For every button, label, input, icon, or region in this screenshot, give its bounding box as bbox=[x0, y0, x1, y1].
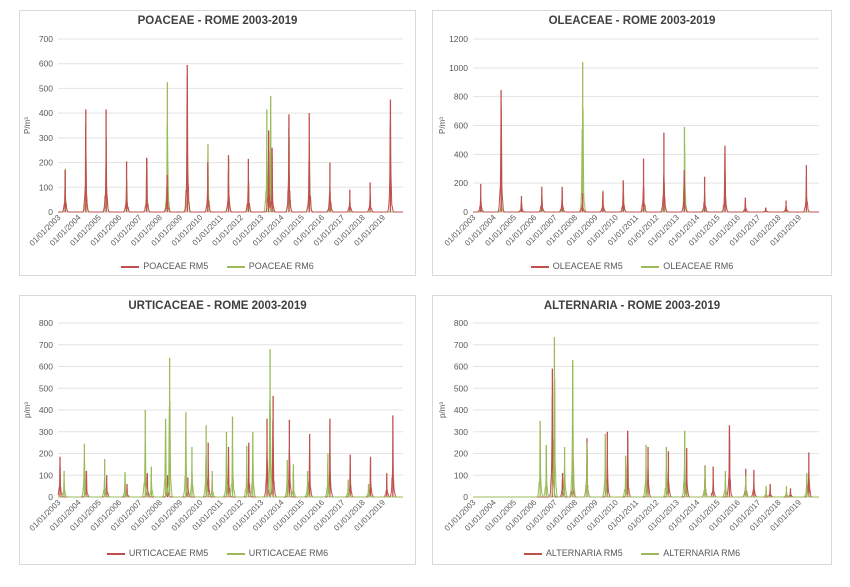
y-tick-label: 600 bbox=[454, 121, 468, 131]
series-line bbox=[57, 115, 404, 213]
legend-swatch-rm6 bbox=[641, 552, 660, 555]
chart-oleaceae: OLEACEAE - ROME 2003-2019 0 200 400 600 800 1… bbox=[432, 10, 832, 276]
series-line bbox=[57, 74, 404, 213]
y-tick-label: 500 bbox=[39, 83, 53, 93]
plot-area: 0100200300400500600700800p/m³01/01/20030… bbox=[438, 318, 820, 533]
y-tick-label: 800 bbox=[454, 318, 468, 328]
legend-label-rm6: URTICACEAE RM6 bbox=[248, 548, 329, 558]
plot-area: 020040060080010001200P/m³01/01/200301/01… bbox=[438, 34, 820, 248]
y-axis-label: P/m³ bbox=[23, 117, 32, 134]
legend-item-rm5: URTICACEAE RM5 bbox=[106, 548, 209, 558]
chart-alternaria: ALTERNARIA - ROME 2003-2019 0 100 200 300 40… bbox=[432, 295, 832, 565]
legend-label-rm6: OLEACEAE RM6 bbox=[663, 261, 734, 271]
y-tick-label: 200 bbox=[39, 449, 53, 459]
y-tick-label: 200 bbox=[454, 449, 468, 459]
chart-urticaceae: URTICACEAE - ROME 2003-2019 0 100 200 300 40… bbox=[19, 295, 416, 565]
legend: OLEACEAE RM5 OLEACEAE RM6 bbox=[433, 261, 831, 271]
legend-item-rm5: ALTERNARIA RM5 bbox=[523, 548, 623, 558]
legend: POACEAE RM5 POACEAE RM6 bbox=[20, 261, 415, 271]
y-tick-label: 200 bbox=[39, 158, 53, 168]
legend-swatch-rm5 bbox=[121, 265, 140, 268]
y-tick-label: 400 bbox=[454, 149, 468, 159]
y-tick-label: 400 bbox=[454, 405, 468, 415]
legend: URTICACEAE RM5 URTICACEAE RM6 bbox=[20, 548, 415, 558]
legend-label-rm5: URTICACEAE RM5 bbox=[128, 548, 209, 558]
plot-area: 0100200300400500600700800p/m³01/01/20030… bbox=[23, 318, 404, 533]
y-tick-label: 200 bbox=[454, 178, 468, 188]
legend-label-rm5: ALTERNARIA RM5 bbox=[545, 548, 623, 558]
y-tick-label: 500 bbox=[39, 383, 53, 393]
y-tick-label: 400 bbox=[39, 108, 53, 118]
y-tick-label: 0 bbox=[463, 207, 468, 217]
legend-label-rm5: POACEAE RM5 bbox=[143, 261, 209, 271]
chart-title: ALTERNARIA - ROME 2003-2019 bbox=[543, 300, 721, 312]
chart-title: URTICACEAE - ROME 2003-2019 bbox=[128, 300, 307, 312]
y-tick-label: 600 bbox=[454, 362, 468, 372]
legend: ALTERNARIA RM5 ALTERNARIA RM6 bbox=[433, 548, 831, 558]
y-tick-label: 800 bbox=[454, 92, 468, 102]
legend-swatch-rm5 bbox=[106, 552, 125, 555]
y-tick-label: 0 bbox=[48, 207, 53, 217]
y-tick-label: 1200 bbox=[449, 34, 468, 44]
y-tick-label: 100 bbox=[454, 470, 468, 480]
legend-swatch-rm5 bbox=[530, 265, 549, 268]
legend-item-rm5: OLEACEAE RM5 bbox=[530, 261, 623, 271]
legend-item-rm6: POACEAE RM6 bbox=[226, 261, 314, 271]
y-tick-label: 800 bbox=[39, 318, 53, 328]
plot-area: 0100200300400500600700P/m³01/01/200301/0… bbox=[23, 34, 404, 248]
y-tick-label: 600 bbox=[39, 362, 53, 372]
y-tick-label: 300 bbox=[454, 427, 468, 437]
y-axis-label: P/m³ bbox=[438, 117, 447, 134]
chart-poaceae: POACEAE - ROME 2003-2019 0 100 200 300 400 50… bbox=[19, 10, 416, 276]
chart-title: OLEACEAE - ROME 2003-2019 bbox=[548, 15, 716, 27]
y-tick-label: 700 bbox=[454, 340, 468, 350]
y-tick-label: 300 bbox=[39, 427, 53, 437]
legend-label-rm5: OLEACEAE RM5 bbox=[552, 261, 623, 271]
y-tick-label: 700 bbox=[39, 34, 53, 44]
y-tick-label: 400 bbox=[39, 405, 53, 415]
legend-swatch-rm6 bbox=[641, 265, 660, 268]
y-tick-label: 500 bbox=[454, 383, 468, 393]
series-line bbox=[472, 108, 820, 213]
y-tick-label: 100 bbox=[39, 182, 53, 192]
legend-swatch-rm5 bbox=[523, 552, 542, 555]
legend-label-rm6: POACEAE RM6 bbox=[248, 261, 314, 271]
y-tick-label: 0 bbox=[463, 492, 468, 502]
legend-item-rm6: URTICACEAE RM6 bbox=[226, 548, 329, 558]
y-axis-label: p/m³ bbox=[438, 402, 447, 418]
y-tick-label: 0 bbox=[48, 492, 53, 502]
y-tick-label: 300 bbox=[39, 133, 53, 143]
series-line bbox=[57, 399, 404, 498]
chart-title: POACEAE - ROME 2003-2019 bbox=[137, 15, 298, 27]
legend-swatch-rm6 bbox=[226, 265, 245, 268]
y-tick-label: 700 bbox=[39, 340, 53, 350]
y-tick-label: 600 bbox=[39, 59, 53, 69]
legend-item-rm6: ALTERNARIA RM6 bbox=[641, 548, 740, 558]
y-tick-label: 1000 bbox=[449, 63, 468, 73]
legend-label-rm6: ALTERNARIA RM6 bbox=[663, 548, 741, 558]
legend-item-rm6: OLEACEAE RM6 bbox=[641, 261, 733, 271]
legend-item-rm5: POACEAE RM5 bbox=[121, 261, 208, 271]
y-tick-label: 100 bbox=[39, 470, 53, 480]
legend-swatch-rm6 bbox=[226, 552, 245, 555]
y-axis-label: p/m³ bbox=[23, 402, 32, 418]
series-line bbox=[472, 105, 820, 213]
